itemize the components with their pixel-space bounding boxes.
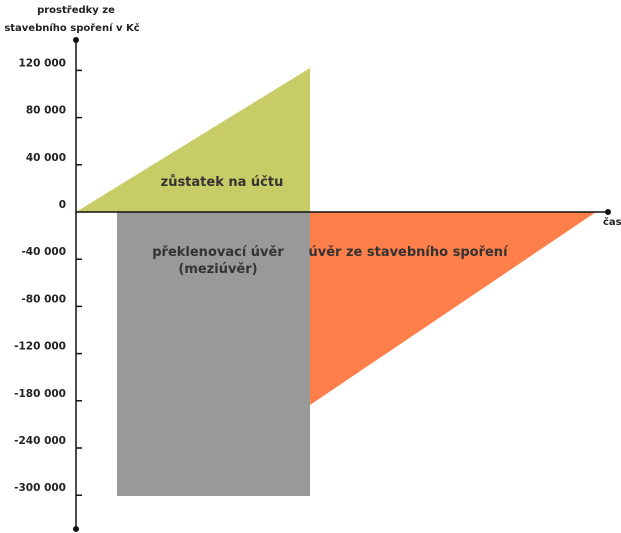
y-tick-label: -240 000 — [14, 435, 66, 447]
y-tick-label: -120 000 — [14, 341, 66, 353]
y-tick-label: -300 000 — [14, 482, 66, 494]
region-zustatek — [76, 68, 310, 212]
label-uver: úvěr ze stavebního spoření — [308, 245, 509, 260]
y-tick-label: -180 000 — [14, 388, 66, 400]
y-axis-end-bottom — [73, 526, 79, 532]
y-tick-label: -40 000 — [21, 246, 66, 258]
label-zustatek: zůstatek na účtu — [161, 175, 284, 190]
y-tick-label: 120 000 — [19, 57, 67, 69]
y-tick-label: 0 — [59, 199, 66, 211]
y-axis-end-top — [73, 37, 79, 43]
y-tick-label: -80 000 — [21, 293, 66, 305]
y-axis-title-line-1: prostředky ze — [37, 4, 115, 16]
y-tick-label: 40 000 — [26, 152, 66, 164]
label-preklenovaci-line-1: překlenovací úvěr — [152, 245, 284, 260]
x-axis-end — [605, 209, 611, 215]
y-axis-title-line-2: stavebního spoření v Kč — [4, 22, 139, 34]
y-ticks: 120 000 80 000 40 000 0 -40 000 -80 000 -120 0… — [14, 57, 82, 496]
label-preklenovaci-line-2: (meziúvěr) — [178, 262, 257, 277]
region-preklenovaci — [117, 212, 310, 496]
x-axis-title: čas — [603, 216, 621, 228]
y-tick-label: 80 000 — [26, 105, 66, 117]
region-uver — [310, 212, 596, 405]
